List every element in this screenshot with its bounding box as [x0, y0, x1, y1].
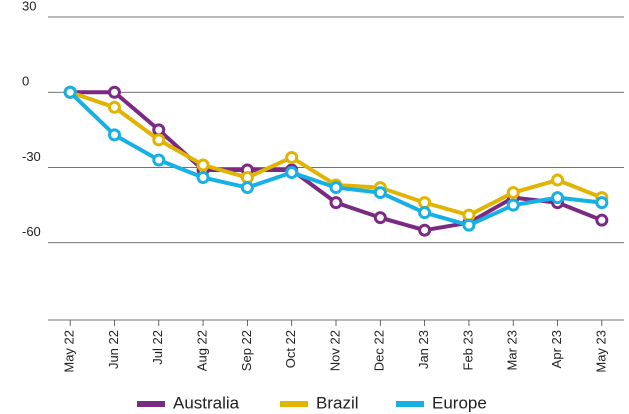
point	[595, 213, 609, 227]
point	[240, 181, 254, 195]
point	[595, 196, 609, 210]
legend: Australia Brazil Europe	[137, 393, 487, 412]
point	[196, 158, 210, 172]
legend-label: Europe	[432, 393, 487, 412]
point	[329, 196, 343, 210]
legend-swatch	[280, 401, 308, 407]
y-tick-label: -30	[22, 149, 41, 164]
x-tick-label: Mar 23	[505, 330, 520, 370]
y-tick-label: 0	[22, 74, 29, 89]
x-tick-label: Nov 22	[327, 330, 342, 371]
point	[152, 123, 166, 137]
x-tick-label: May 22	[62, 330, 77, 373]
point	[373, 186, 387, 200]
point	[551, 191, 565, 205]
y-tick-label: -60	[22, 224, 41, 239]
point	[506, 186, 520, 200]
legend-swatch	[137, 401, 165, 407]
x-tick-label: Dec 22	[372, 330, 387, 371]
point	[107, 100, 121, 114]
point	[285, 166, 299, 180]
point	[152, 153, 166, 167]
x-tick-label: May 23	[593, 330, 608, 373]
point	[329, 181, 343, 195]
point	[551, 173, 565, 187]
point	[462, 208, 476, 222]
point	[373, 211, 387, 225]
y-tick-label: 30	[22, 0, 36, 13]
point	[196, 171, 210, 185]
x-tick-label: Jul 22	[150, 330, 165, 365]
legend-swatch	[396, 401, 424, 407]
legend-label: Brazil	[316, 393, 359, 412]
point	[240, 171, 254, 185]
point	[418, 223, 432, 237]
point	[63, 85, 77, 99]
point	[107, 85, 121, 99]
point	[107, 128, 121, 142]
point	[506, 198, 520, 212]
x-tick-label: Apr 23	[549, 330, 564, 368]
point	[285, 150, 299, 164]
x-tick-label: Oct 22	[283, 330, 298, 368]
x-tick-label: Aug 22	[195, 330, 210, 371]
point	[152, 133, 166, 147]
point	[462, 218, 476, 232]
series-line	[70, 90, 603, 233]
x-tick-label: Jan 23	[416, 330, 431, 369]
point	[418, 196, 432, 210]
x-tick-label: Feb 23	[460, 330, 475, 370]
x-tick-label: Jun 22	[106, 330, 121, 369]
legend-label: Australia	[173, 393, 240, 412]
x-tick-label: Sep 22	[239, 330, 254, 371]
point	[418, 206, 432, 220]
